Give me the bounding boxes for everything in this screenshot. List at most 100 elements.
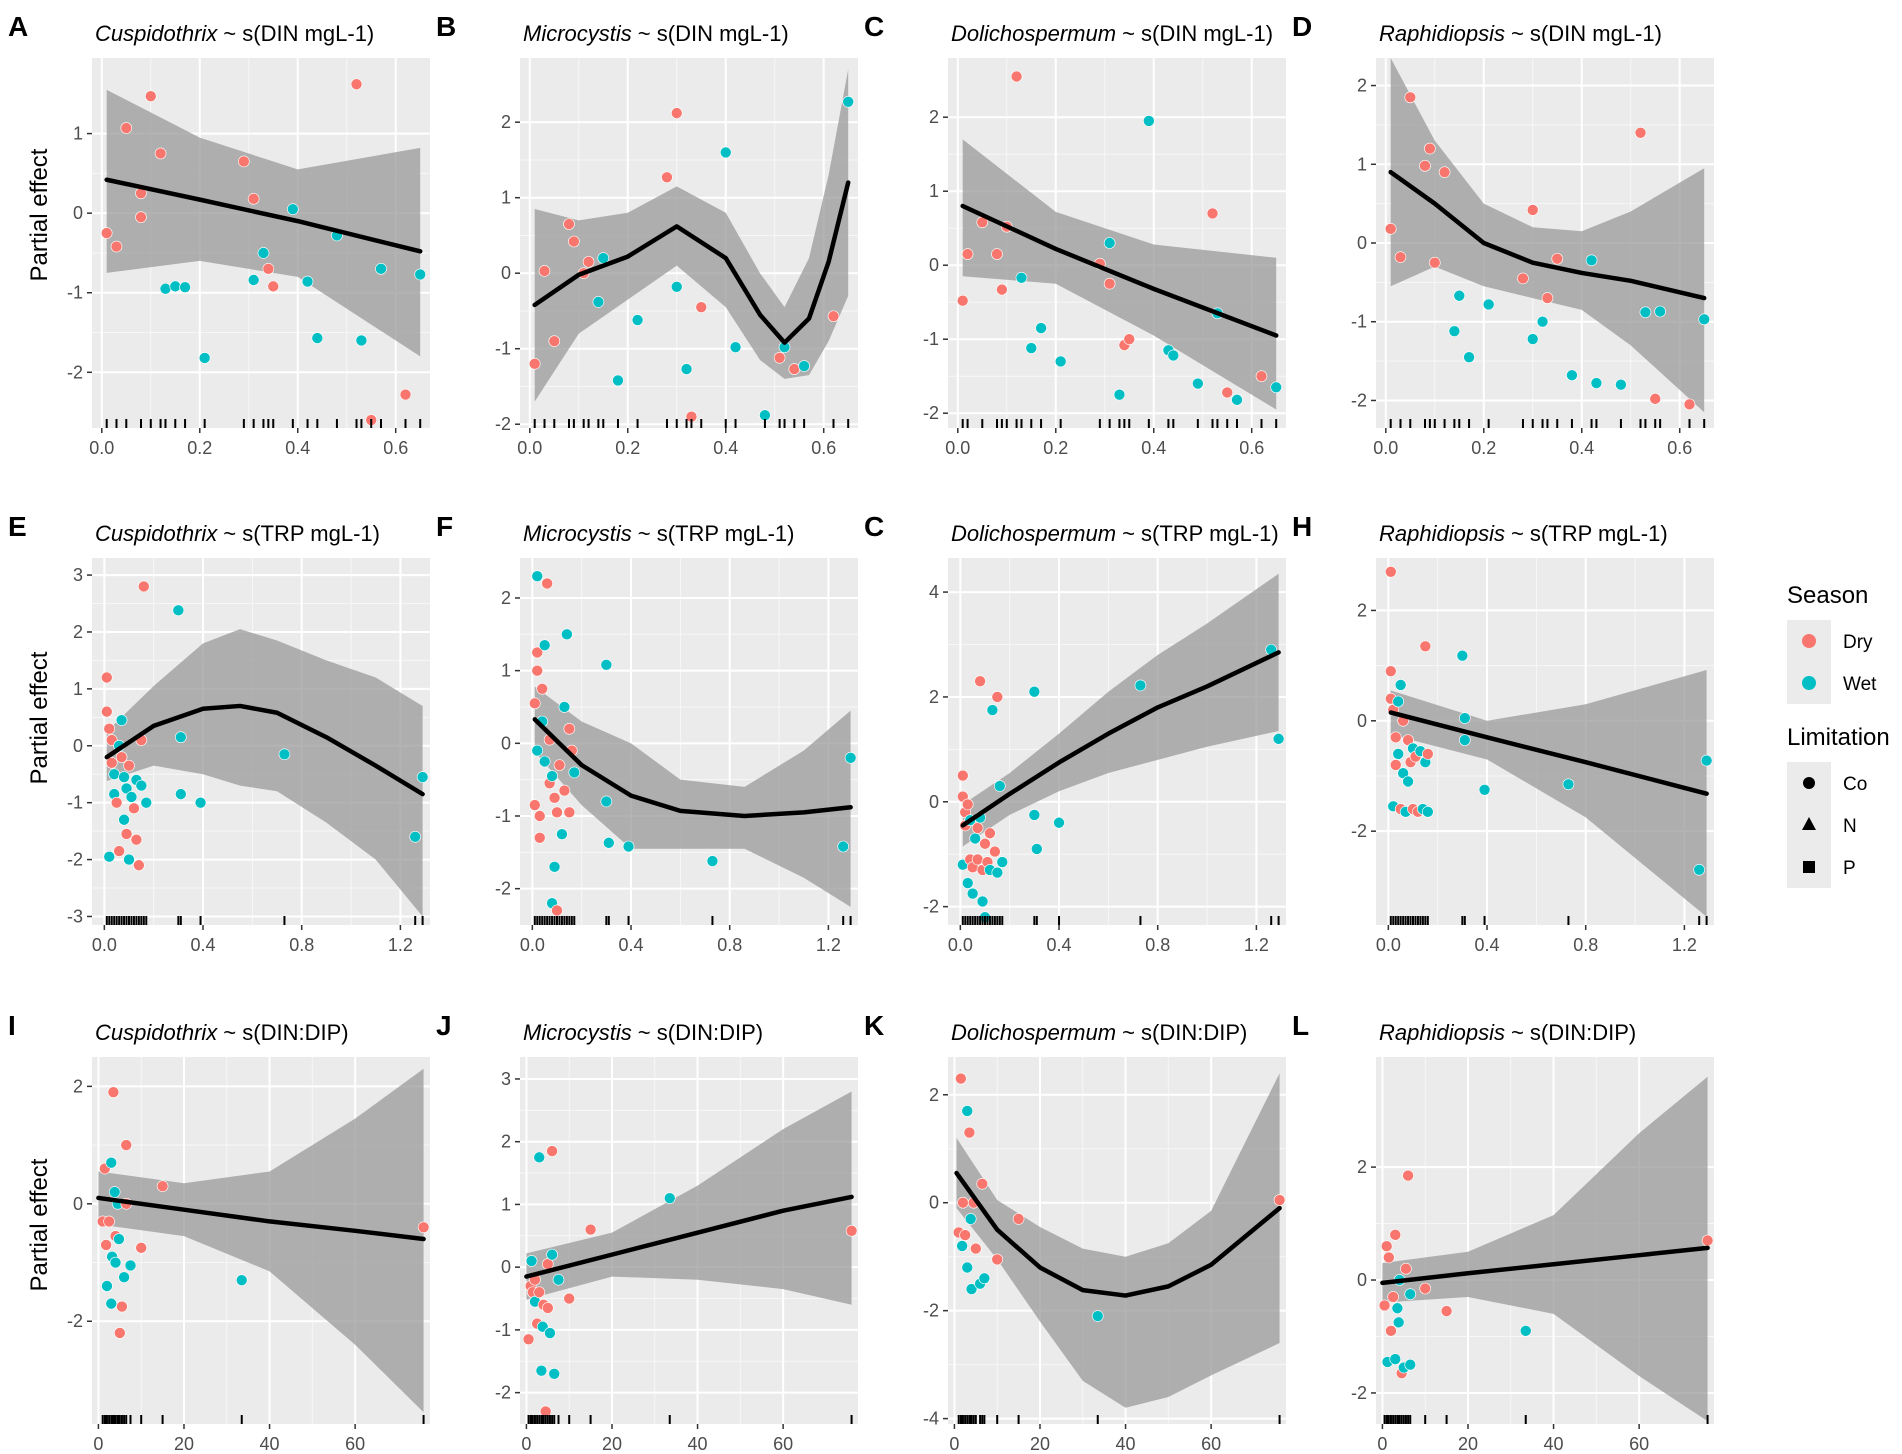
y-tick-label: 0 bbox=[73, 1194, 83, 1214]
data-point-dry bbox=[135, 1242, 147, 1254]
y-tick-label: 0 bbox=[73, 203, 83, 223]
data-point-dry bbox=[105, 757, 118, 769]
data-point-dry bbox=[563, 806, 576, 819]
data-point-wet bbox=[172, 604, 185, 617]
x-tick-label: 20 bbox=[1030, 1434, 1050, 1454]
data-point-dry bbox=[138, 580, 150, 593]
data-point-wet bbox=[961, 1105, 974, 1117]
panel-title-term: ~ s(DIN mgL-1) bbox=[1511, 21, 1662, 46]
x-tick-label: 0.6 bbox=[1239, 438, 1264, 458]
y-tick-label: 3 bbox=[73, 565, 83, 585]
data-point-wet bbox=[1698, 313, 1710, 326]
data-point-wet bbox=[1404, 1288, 1417, 1300]
data-point-wet bbox=[561, 628, 573, 641]
fit-line bbox=[1388, 169, 1707, 301]
data-point-wet bbox=[175, 788, 187, 800]
data-point-dry bbox=[773, 351, 786, 364]
data-point-wet bbox=[1054, 355, 1067, 368]
y-tick-label: 2 bbox=[929, 1085, 939, 1105]
data-point-dry bbox=[1526, 204, 1539, 216]
data-point-wet bbox=[375, 263, 387, 275]
data-point-wet bbox=[1103, 237, 1116, 249]
confidence-band bbox=[106, 629, 423, 917]
data-point-dry bbox=[262, 263, 275, 275]
x-tick-label: 0.2 bbox=[187, 438, 212, 458]
data-point-dry bbox=[991, 248, 1003, 260]
fit-line bbox=[1380, 1245, 1710, 1286]
x-tick-label: 0.0 bbox=[517, 438, 542, 458]
x-tick-label: 0.8 bbox=[717, 935, 742, 955]
data-point-wet bbox=[416, 771, 429, 783]
data-point-wet bbox=[109, 1256, 122, 1269]
data-point-dry bbox=[110, 796, 123, 809]
data-point-dry bbox=[1012, 1213, 1025, 1225]
data-point-dry bbox=[1389, 1229, 1402, 1241]
panel-letter: B bbox=[436, 11, 456, 42]
data-point-dry bbox=[135, 211, 147, 223]
data-point-wet bbox=[118, 771, 130, 783]
panel-3: 0.0 0.2 0.4 0.6 -2 -1 0 1 2 D Raphidiopsis ~ s(DIN … bbox=[1292, 11, 1714, 458]
data-point-dry bbox=[417, 1221, 430, 1234]
legend-co-label: Co bbox=[1843, 774, 1867, 795]
data-point-wet bbox=[1448, 325, 1461, 337]
data-point-wet bbox=[548, 861, 561, 873]
confidence-band bbox=[1390, 58, 1705, 413]
data-point-wet bbox=[994, 780, 1006, 792]
data-point-wet bbox=[546, 770, 558, 782]
data-point-wet bbox=[798, 360, 810, 372]
data-point-wet bbox=[179, 281, 191, 293]
data-point-wet bbox=[1585, 254, 1598, 267]
data-point-wet bbox=[287, 203, 299, 215]
data-point-dry bbox=[107, 1086, 120, 1099]
data-point-wet bbox=[842, 96, 855, 108]
y-tick-label: 3 bbox=[501, 1069, 511, 1089]
x-tick-label: 0.0 bbox=[520, 935, 545, 955]
data-point-wet bbox=[1231, 394, 1243, 406]
data-point-wet bbox=[103, 850, 116, 863]
panel-title: Cuspidothrix ~ s(DIN mgL-1) bbox=[95, 21, 374, 46]
y-tick-label: 1 bbox=[501, 1194, 511, 1214]
data-point-dry bbox=[788, 363, 801, 375]
data-point-wet bbox=[1566, 369, 1578, 382]
data-point-wet bbox=[1615, 378, 1627, 391]
data-point-wet bbox=[663, 1192, 676, 1204]
data-point-wet bbox=[140, 796, 153, 809]
data-point-dry bbox=[538, 265, 551, 277]
data-point-wet bbox=[670, 280, 683, 293]
x-tick-label: 0.2 bbox=[1471, 438, 1496, 458]
data-point-dry bbox=[546, 1145, 558, 1157]
data-point-wet bbox=[194, 796, 207, 809]
panel-title-genus: Microcystis bbox=[523, 21, 632, 46]
data-point-dry bbox=[1422, 748, 1434, 760]
data-point-wet bbox=[1562, 778, 1575, 791]
y-tick-label: 1 bbox=[929, 181, 939, 201]
panel-title: Raphidiopsis ~ s(TRP mgL-1) bbox=[1379, 521, 1668, 546]
data-point-wet bbox=[612, 374, 624, 387]
data-point-dry bbox=[1419, 640, 1432, 653]
data-point-wet bbox=[533, 1151, 546, 1164]
data-point-dry bbox=[551, 806, 563, 819]
data-point-dry bbox=[1394, 251, 1407, 263]
data-point-wet bbox=[548, 1368, 561, 1380]
data-point-wet bbox=[837, 840, 850, 853]
data-point-dry bbox=[114, 1327, 126, 1339]
panel-title: Microcystis ~ s(DIN:DIP) bbox=[523, 1020, 763, 1045]
data-point-dry bbox=[971, 853, 984, 866]
data-point-wet bbox=[1639, 306, 1652, 319]
data-point-wet bbox=[1167, 349, 1180, 362]
data-point-wet bbox=[991, 866, 1004, 879]
data-point-dry bbox=[956, 294, 969, 307]
confidence-band bbox=[534, 686, 851, 907]
y-tick-label: -2 bbox=[67, 850, 83, 870]
data-point-wet bbox=[544, 1327, 556, 1339]
data-point-dry bbox=[979, 837, 991, 850]
panel-letter: A bbox=[8, 11, 28, 42]
confidence-band bbox=[962, 573, 1279, 847]
panel-letter: I bbox=[8, 1010, 16, 1041]
data-point-wet bbox=[1028, 809, 1041, 821]
data-point-dry bbox=[845, 1224, 858, 1237]
panel-title: Dolichospermum ~ s(DIN:DIP) bbox=[951, 1020, 1247, 1045]
y-tick-label: 2 bbox=[501, 112, 511, 132]
data-point-dry bbox=[1384, 223, 1397, 235]
data-point-dry bbox=[100, 1239, 112, 1251]
